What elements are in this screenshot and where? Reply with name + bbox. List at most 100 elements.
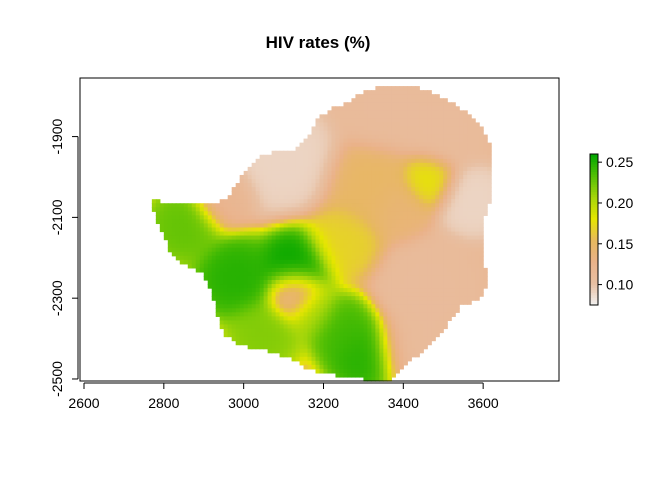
heat-cell — [359, 263, 365, 269]
heat-cell — [355, 203, 361, 208]
heat-cell — [427, 336, 432, 342]
heat-cell — [487, 191, 492, 196]
heat-cell — [323, 118, 329, 124]
heat-cell — [287, 231, 293, 237]
heat-cell — [419, 336, 424, 342]
heat-cell — [399, 259, 404, 265]
heat-cell — [407, 179, 412, 184]
heat-cell — [467, 271, 472, 277]
heat-cell — [395, 94, 400, 99]
heat-cell — [331, 280, 337, 285]
heat-cell — [251, 251, 257, 257]
heat-cell — [463, 187, 468, 192]
heat-cell — [367, 114, 372, 119]
heat-cell — [463, 211, 468, 216]
heat-cell — [255, 259, 261, 265]
heat-cell — [263, 187, 269, 192]
heat-cell — [467, 154, 472, 160]
heat-cell — [347, 150, 353, 156]
heat-cell — [247, 263, 253, 269]
heat-cell — [167, 239, 173, 245]
heat-cell — [399, 263, 404, 269]
heat-cell — [259, 211, 265, 216]
heat-cell — [207, 275, 213, 281]
heat-cell — [447, 296, 452, 301]
heat-cell — [475, 239, 480, 245]
heat-cell — [323, 243, 329, 249]
heat-cell — [283, 215, 289, 220]
heat-cell — [359, 364, 365, 370]
heat-cell — [315, 280, 321, 285]
heat-cell — [435, 187, 440, 192]
heat-cell — [279, 174, 285, 180]
heat-cell — [335, 203, 341, 208]
heat-cell — [439, 138, 444, 144]
heat-cell — [363, 332, 368, 338]
heat-cell — [419, 300, 424, 305]
heat-cell — [403, 134, 408, 140]
heat-cell — [231, 235, 237, 241]
heat-cell — [419, 239, 424, 245]
heat-cell — [443, 219, 448, 225]
heat-cell — [323, 284, 329, 289]
heat-cell — [311, 239, 317, 245]
heat-cell — [211, 280, 217, 285]
heat-cell — [359, 98, 365, 103]
heat-cell — [375, 219, 380, 225]
heat-cell — [255, 211, 261, 216]
heat-cell — [395, 227, 400, 233]
heat-cell — [263, 219, 269, 225]
heat-cell — [307, 150, 313, 156]
heat-cell — [351, 259, 357, 265]
heat-cell — [279, 239, 285, 245]
legend-swatch — [590, 164, 598, 168]
heat-cell — [351, 106, 357, 111]
heat-cell — [395, 134, 400, 140]
heat-cell — [311, 284, 317, 289]
heat-cell — [307, 243, 313, 249]
heat-cell — [319, 219, 325, 225]
heat-cell — [247, 280, 253, 285]
heat-cell — [371, 280, 376, 285]
heat-cell — [307, 211, 313, 216]
heat-cell — [183, 251, 189, 257]
heat-cell — [291, 328, 297, 334]
heat-cell — [403, 251, 408, 257]
heat-cell — [331, 211, 337, 216]
heat-cell — [407, 90, 412, 95]
heat-cell — [279, 267, 285, 273]
heat-cell — [391, 316, 396, 321]
heat-cell — [415, 162, 420, 168]
heat-cell — [319, 255, 325, 261]
heat-cell — [363, 280, 368, 285]
heat-cell — [367, 166, 372, 172]
heat-cell — [315, 126, 321, 132]
heat-cell — [435, 195, 440, 200]
heat-cell — [223, 300, 229, 305]
heat-cell — [323, 356, 329, 362]
heat-cell — [303, 284, 309, 289]
heat-cell — [339, 332, 345, 338]
x-tick-label: 3200 — [308, 395, 339, 411]
heat-cell — [263, 179, 269, 184]
heat-cell — [303, 243, 309, 249]
heat-cell — [319, 263, 325, 269]
heat-cell — [295, 203, 301, 208]
heat-cell — [435, 211, 440, 216]
heat-cell — [399, 340, 404, 346]
heat-cell — [387, 203, 392, 208]
heat-cell — [175, 219, 181, 225]
heat-cell — [399, 223, 404, 229]
heat-cell — [379, 110, 384, 115]
heat-cell — [151, 199, 157, 204]
heat-cell — [323, 126, 329, 132]
heat-cell — [355, 235, 361, 241]
heat-cell — [351, 174, 357, 180]
heat-cell — [407, 130, 412, 136]
heat-cell — [391, 288, 396, 293]
heat-cell — [391, 110, 396, 115]
heat-cell — [395, 340, 400, 346]
heat-cell — [367, 195, 372, 200]
heat-cell — [411, 158, 416, 164]
heat-cell — [355, 154, 361, 160]
